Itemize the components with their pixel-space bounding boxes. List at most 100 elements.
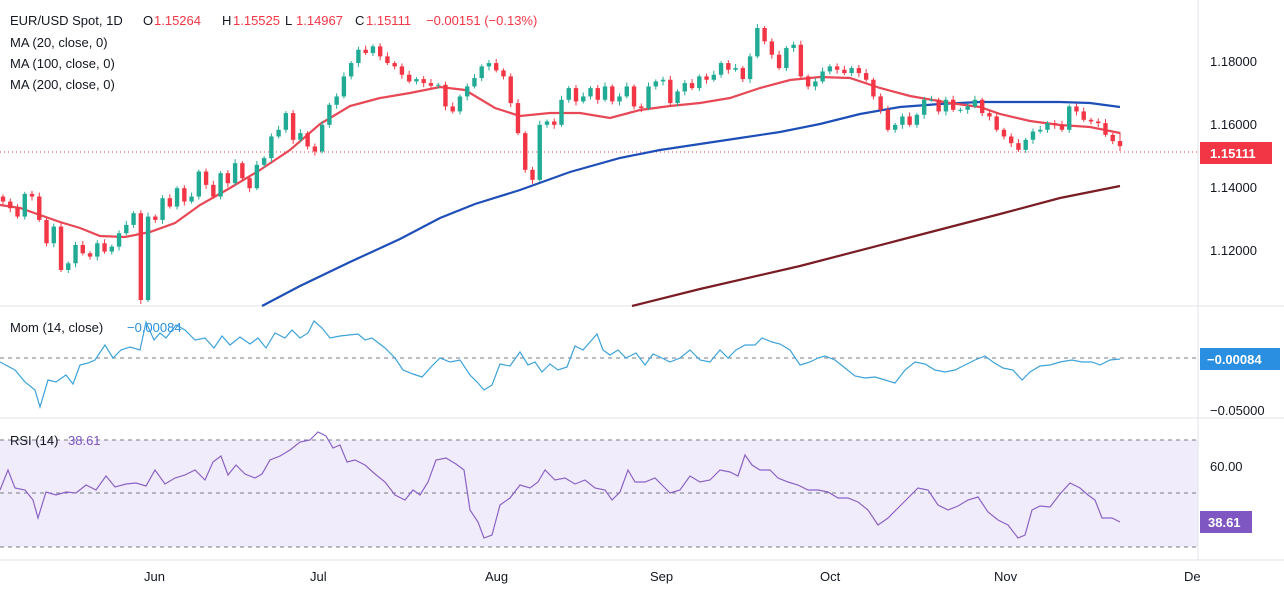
candle-body [457, 96, 463, 112]
candle-body [842, 69, 847, 74]
candle-body [298, 133, 303, 140]
candle-body [283, 113, 289, 130]
candle-body [740, 68, 746, 80]
candle-body [762, 28, 767, 42]
candle-body [276, 129, 281, 137]
candle-body [566, 88, 571, 100]
candle-body [726, 63, 731, 70]
candle-body [682, 83, 688, 92]
candle-body [428, 83, 434, 86]
candle-body [501, 70, 506, 77]
candle-body [950, 99, 956, 110]
candle-body [203, 171, 209, 185]
ohlc-high-label: H [222, 13, 231, 28]
rsi-line [0, 431, 1121, 539]
ohlc-low-label: L [285, 13, 292, 28]
price-badge-label: 1.15111 [1210, 146, 1256, 161]
candle-body [377, 46, 383, 57]
candle-body [58, 226, 64, 270]
candle-body [334, 96, 339, 105]
legend-ma100[interactable]: MA (100, close, 0) [10, 56, 115, 71]
x-tick-label: Oct [820, 569, 841, 584]
chart-title: EUR/USD Spot, 1D [10, 13, 123, 28]
candle-body [530, 169, 535, 180]
candle-body [51, 226, 56, 244]
x-tick-label: Jul [310, 569, 327, 584]
rsi-legend[interactable]: RSI (14) [10, 433, 58, 448]
candle-body [1052, 123, 1057, 125]
candle-body [8, 201, 13, 209]
candle-body [900, 116, 905, 125]
candle-body [370, 46, 376, 54]
candle-body [885, 109, 891, 130]
candle-body [261, 158, 267, 165]
candle-body [392, 63, 397, 67]
candle-body [327, 104, 332, 125]
candle-body [588, 88, 593, 97]
candle-body [813, 81, 818, 87]
legend-ma20[interactable]: MA (20, close, 0) [10, 35, 108, 50]
candle-body [66, 263, 71, 270]
candle-body [689, 83, 695, 89]
candle-body [1117, 141, 1123, 147]
candle-body [914, 114, 920, 125]
candle-body [1081, 111, 1086, 120]
candle-body [87, 253, 93, 257]
x-tick-label: Aug [485, 569, 508, 584]
candle-body [174, 188, 180, 207]
candle-body [958, 109, 963, 111]
candle-body [878, 96, 883, 110]
candle-body [182, 188, 187, 202]
ohlc-open-label: O [143, 13, 153, 28]
candle-body [363, 49, 368, 54]
candle-body [755, 28, 760, 57]
ohlc-close-label: C [355, 13, 364, 28]
candle-body [254, 164, 260, 189]
candle-body [319, 124, 325, 152]
candle-body [573, 88, 579, 102]
candle-body [704, 76, 709, 80]
candle-body [675, 91, 680, 104]
candle-body [697, 76, 702, 89]
candle-body [624, 86, 629, 97]
candle-body [29, 193, 35, 197]
candle-body [929, 99, 934, 101]
candle-body [1038, 129, 1043, 132]
candle-body [406, 74, 412, 82]
rsi-badge-label: 38.61 [1208, 515, 1241, 530]
candle-body [1088, 119, 1094, 122]
candle-body [639, 106, 644, 109]
candle-body [646, 86, 651, 109]
ohlc-close-value: 1.15111 [366, 13, 411, 28]
mom-legend[interactable]: Mom (14, close) [10, 320, 103, 335]
candle-body [472, 78, 477, 87]
x-tick-label: De [1184, 569, 1201, 584]
candle-body [972, 99, 978, 107]
candle-body [827, 66, 833, 72]
y-tick-label: 1.12000 [1210, 243, 1257, 258]
candle-body [979, 99, 985, 114]
candle-body [1067, 106, 1072, 130]
candle-body [421, 79, 426, 84]
legend-ma200[interactable]: MA (200, close, 0) [10, 77, 115, 92]
ma200-line [631, 184, 1121, 308]
candle-body [269, 136, 274, 159]
candle-body [290, 113, 296, 140]
candle-body [95, 243, 100, 257]
candle-body [211, 184, 216, 197]
candle-body [0, 196, 6, 202]
mom-legend-value: −0.00084 [127, 320, 182, 335]
rsi-y-tick-label: 60.00 [1210, 459, 1243, 474]
candle-body [225, 173, 231, 184]
candle-body [856, 68, 862, 74]
candle-body [450, 106, 455, 112]
candle-body [435, 84, 441, 86]
candle-body [348, 63, 354, 77]
candle-body [116, 233, 122, 247]
candle-body [443, 84, 448, 107]
candle-body [965, 106, 970, 110]
candle-body [552, 121, 557, 125]
candle-body [653, 81, 658, 87]
rsi-legend-value: 38.61 [68, 433, 101, 448]
candle-body [668, 79, 673, 104]
